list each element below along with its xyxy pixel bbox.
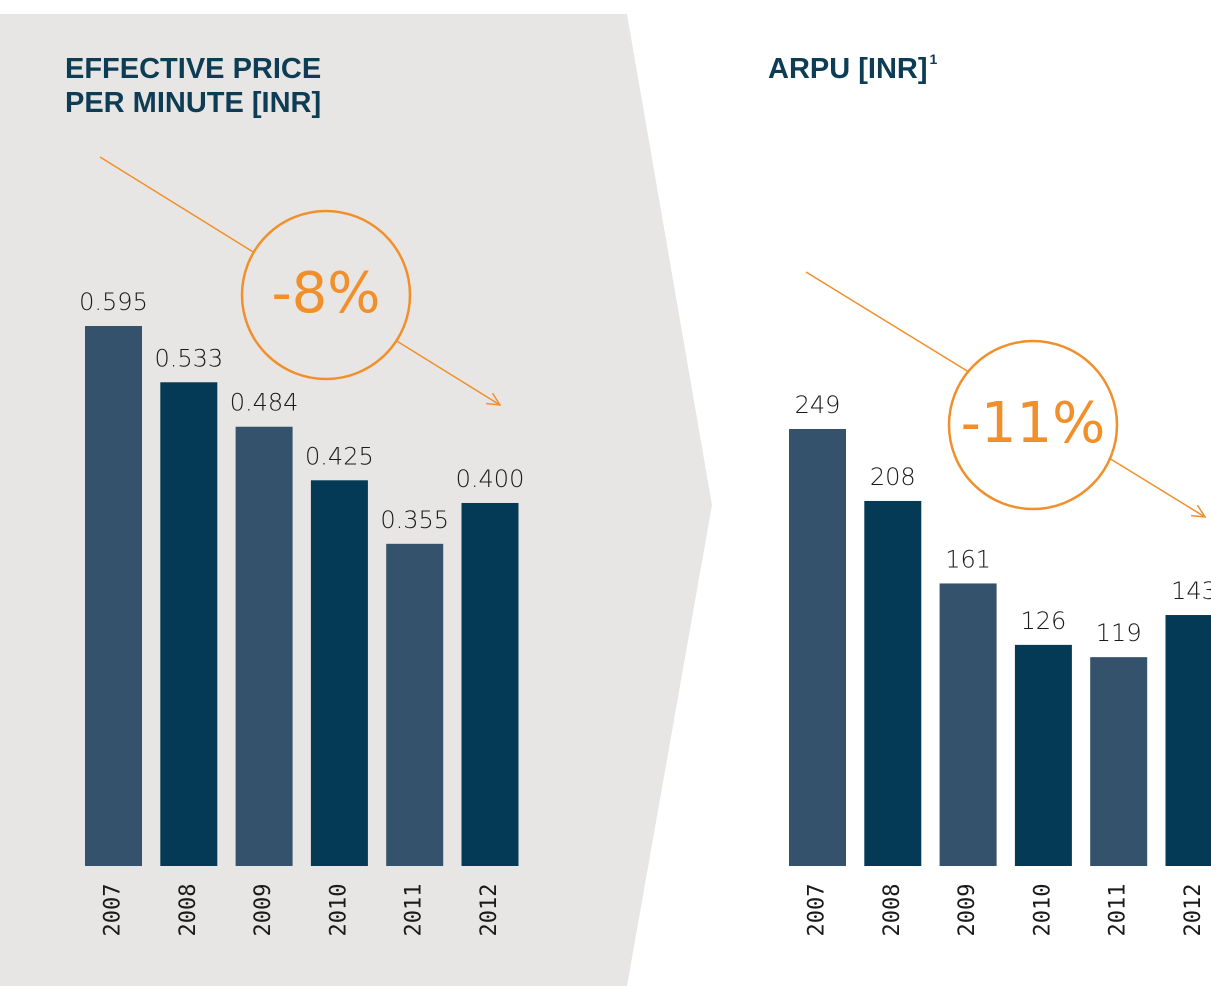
annotation: -8% (271, 261, 380, 326)
x-tick-label: 2009 (955, 884, 980, 937)
x-tick-label: 2007 (101, 884, 126, 937)
value-label: 126 (1020, 607, 1066, 635)
annotation-circle (947, 339, 1119, 511)
bar (235, 426, 293, 866)
x-tick-label: 2009 (251, 884, 276, 937)
x-tick-label: 2011 (1106, 884, 1131, 937)
x-tick-label: 2011 (402, 884, 427, 937)
x-tick-label: 2010 (1030, 884, 1055, 937)
bar (864, 500, 922, 866)
bar (1014, 644, 1072, 866)
x-tick-label: 2012 (477, 884, 502, 937)
value-label: 0.533 (154, 344, 223, 372)
value-label: 249 (795, 391, 841, 419)
value-label: 0.595 (79, 288, 148, 316)
value-label: 119 (1096, 619, 1142, 647)
x-tick-label: 2010 (326, 884, 351, 937)
bar (85, 326, 142, 866)
arrow-head (485, 392, 502, 406)
annotation: -11% (961, 391, 1106, 456)
value-label: 208 (870, 463, 916, 491)
bar (939, 583, 997, 866)
chart-title: ARPU [INR] (768, 53, 928, 85)
bar (1090, 657, 1148, 866)
value-label: 0.484 (230, 389, 299, 417)
x-tick-label: 2007 (805, 884, 830, 937)
bar (1165, 615, 1211, 866)
value-label: 143 (1171, 577, 1211, 605)
value-label: 0.400 (456, 465, 525, 493)
bar (160, 382, 218, 866)
value-label: 0.425 (305, 442, 374, 470)
x-tick-label: 2008 (880, 884, 905, 937)
x-tick-label: 2008 (176, 884, 201, 937)
annotation-circle (240, 209, 412, 381)
bar (789, 429, 846, 866)
title-footnote-marker: 1 (930, 51, 938, 67)
arrow-head (1190, 504, 1207, 518)
value-label: 161 (945, 545, 991, 573)
chart-title: PER MINUTE [INR] (65, 87, 321, 119)
bar (461, 502, 519, 866)
bar (386, 543, 444, 866)
x-tick-label: 2012 (1181, 884, 1206, 937)
bar (310, 480, 368, 866)
chart-title: EFFECTIVE PRICE (65, 53, 321, 85)
value-label: 0.355 (380, 506, 449, 534)
